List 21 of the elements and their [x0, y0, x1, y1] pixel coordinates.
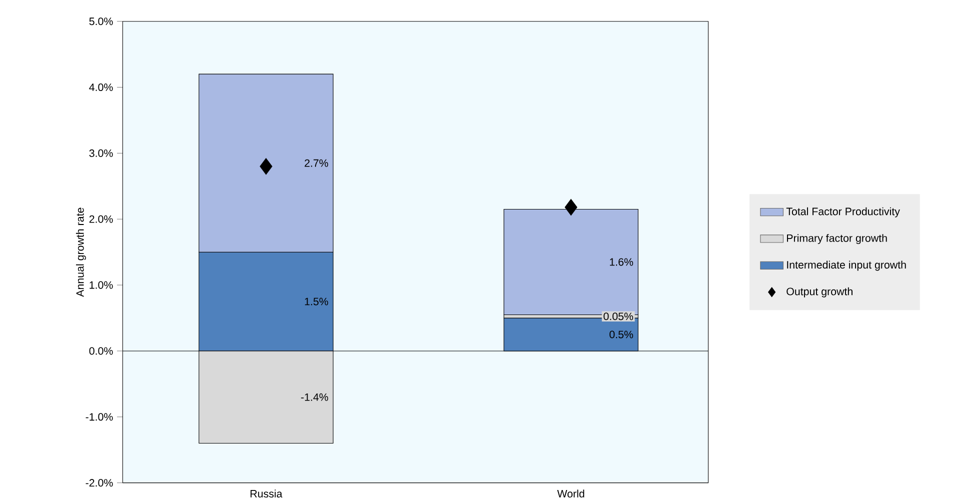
legend-label: Output growth: [786, 287, 852, 298]
legend-label: Primary factor growth: [787, 234, 887, 244]
data-label: 1.6%: [610, 258, 634, 266]
y-tick-label: 1.0%: [90, 281, 113, 289]
data-label: 0.5%: [610, 330, 634, 338]
y-axis-title: Annual growth rate: [76, 208, 86, 297]
data-label: 2.7%: [304, 159, 328, 167]
y-tick-label: -1.0%: [86, 413, 113, 421]
legend-label: Intermediate input growth: [787, 260, 906, 271]
y-tick-label: 2.0%: [89, 215, 113, 223]
data-label: 0.05%: [604, 312, 634, 320]
x-tick-label: Russia: [250, 490, 282, 498]
x-tick-label: World: [557, 490, 584, 498]
legend-label: Total Factor Productivity: [786, 207, 900, 218]
y-tick-label: 4.0%: [89, 84, 113, 92]
data-label: -1.4%: [301, 393, 328, 401]
data-label: 1.5%: [304, 298, 328, 306]
y-tick-label: 0.0%: [89, 347, 113, 355]
y-tick-label: 5.0%: [89, 18, 113, 26]
y-tick-label: -2.0%: [86, 479, 113, 487]
y-tick-label: 3.0%: [89, 149, 113, 158]
